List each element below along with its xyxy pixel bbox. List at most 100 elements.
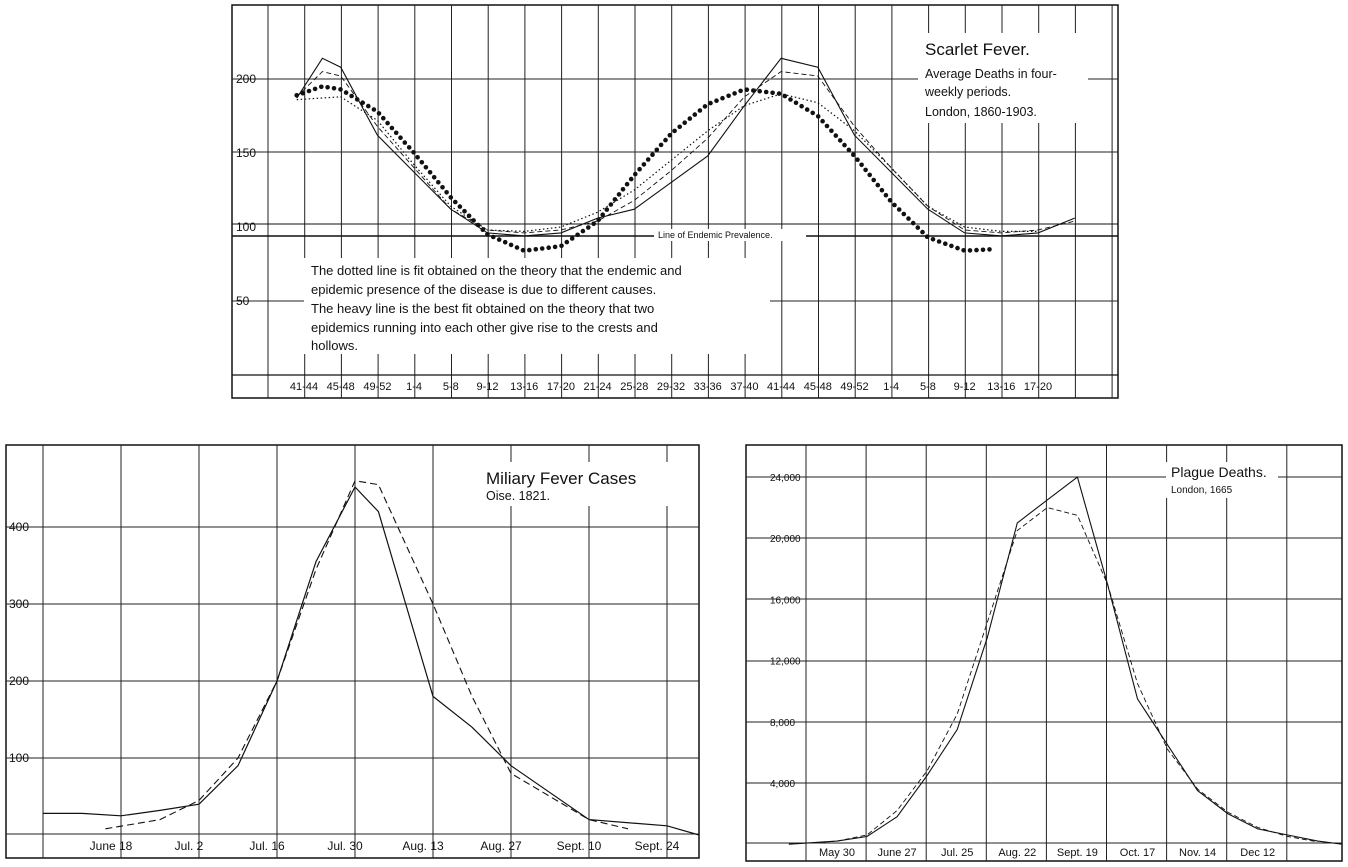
sf-heavy-dot xyxy=(829,128,834,134)
sf-heavy-dot xyxy=(645,157,651,162)
pd-y-tick-label: 12,000 xyxy=(770,657,801,668)
plague-deaths-series xyxy=(788,476,1343,845)
sf-heavy-dot xyxy=(620,187,626,192)
sf-heavy-dot xyxy=(949,243,954,249)
scarlet-fever-y-ticks: 200 150 100 50 xyxy=(236,72,256,308)
mf-x-tick-label: Sept. 10 xyxy=(557,839,602,853)
sf-heavy-dot xyxy=(580,228,586,234)
pd-x-tick-label: Jul. 25 xyxy=(941,847,973,859)
sf-heavy-dot xyxy=(444,190,449,195)
pd-y-tick-label: 20,000 xyxy=(770,534,801,545)
sf-note-line-3: The heavy line is the best fit obtained … xyxy=(311,301,654,316)
sf-heavy-dot xyxy=(763,89,769,95)
sf-heavy-dot xyxy=(654,147,660,153)
sf-heavy-dot xyxy=(980,247,986,253)
miliary-fever-series xyxy=(43,480,700,836)
sf-heavy-dot xyxy=(770,90,775,96)
scarlet-fever-frame xyxy=(231,4,1119,399)
pd-y-tick-label: 24,000 xyxy=(770,473,801,484)
mf-x-tick-label: Aug. 13 xyxy=(402,839,444,853)
sf-heavy-dot xyxy=(514,245,520,250)
sf-x-tick-label: 33-36 xyxy=(694,381,722,393)
sf-heavy-dot xyxy=(776,91,782,96)
sf-heavy-dot xyxy=(371,107,377,112)
sf-heavy-dot xyxy=(708,100,713,106)
sf-heavy-dot xyxy=(751,88,756,93)
sf-heavy-dot xyxy=(650,152,655,157)
sf-series-line xyxy=(296,57,1075,237)
sf-x-tick-label: 13-16 xyxy=(987,381,1015,393)
miliary-fever-frame xyxy=(5,444,700,859)
sf-heavy-dot xyxy=(906,216,911,221)
sf-heavy-dot xyxy=(338,87,343,92)
sf-heavy-dot xyxy=(633,171,638,177)
sf-heavy-dot xyxy=(714,98,719,103)
sf-heavy-dot xyxy=(901,211,907,217)
sf-heavy-dot xyxy=(453,199,458,205)
sf-heavy-dot xyxy=(667,132,673,138)
miliary-fever-subtitle: Oise. 1821. xyxy=(486,489,550,503)
sf-heavy-dot xyxy=(896,207,902,212)
sf-x-tick-label: 37-40 xyxy=(730,381,758,393)
sf-heavy-dot xyxy=(851,152,856,157)
sf-heavy-dot xyxy=(726,93,731,99)
mf-title-bg xyxy=(480,462,688,506)
sf-heavy-dot xyxy=(306,88,312,94)
scarlet-fever-subtitle-2: weekly periods. xyxy=(924,85,1011,99)
sf-heavy-dot xyxy=(663,137,668,143)
sf-heavy-dot xyxy=(846,147,852,153)
sf-heavy-dot xyxy=(389,125,395,131)
sf-heavy-dot xyxy=(360,100,366,105)
sf-heavy-dot xyxy=(376,111,382,116)
sf-heavy-dot xyxy=(910,220,916,226)
sf-title-bg xyxy=(918,33,1088,123)
sf-heavy-dot xyxy=(920,229,925,235)
mf-x-tick-label: Aug. 27 xyxy=(480,839,522,853)
sf-heavy-dot xyxy=(815,114,821,119)
sf-heavy-dot xyxy=(294,93,300,98)
sf-note-line-1: The dotted line is fit obtained on the t… xyxy=(311,263,682,278)
sf-heavy-dot xyxy=(546,245,551,250)
sf-x-tick-label: 9-12 xyxy=(476,381,498,393)
sf-heavy-dot xyxy=(366,103,371,109)
plague-deaths-y-ticks: 24,000 20,000 16,000 12,000 8,000 4,000 xyxy=(770,473,801,790)
sf-heavy-dot xyxy=(354,97,360,102)
sf-heavy-dot xyxy=(591,221,596,227)
sf-heavy-dot xyxy=(586,225,591,230)
sf-note-line-4: epidemics running into each other give r… xyxy=(311,320,658,335)
sf-heavy-dot xyxy=(930,237,936,242)
sf-x-tick-label: 17-20 xyxy=(547,381,575,393)
sf-x-tick-label: 5-8 xyxy=(920,381,936,393)
sf-heavy-dot xyxy=(855,157,860,162)
sf-heavy-dot xyxy=(440,185,445,190)
sf-heavy-dot xyxy=(757,88,762,94)
sf-heavy-dot xyxy=(943,241,948,246)
sf-x-tick-label: 49-52 xyxy=(363,381,391,393)
sf-heavy-dot xyxy=(466,213,472,219)
sf-heavy-dot xyxy=(810,110,815,116)
sf-heavy-dot xyxy=(616,192,622,197)
sf-heavy-dot xyxy=(887,198,893,203)
pd-y-tick-label: 8,000 xyxy=(770,718,795,729)
sf-heavy-dot xyxy=(402,140,408,145)
sf-heavy-dot xyxy=(892,202,897,208)
sf-x-tick-label: 1-4 xyxy=(883,381,899,393)
sf-heavy-dot xyxy=(867,172,872,178)
mf-x-tick-label: Jul. 16 xyxy=(249,839,285,853)
sf-heavy-dot xyxy=(987,247,992,252)
mf-series-line xyxy=(105,480,629,830)
sf-x-tick-label: 13-16 xyxy=(510,381,538,393)
pd-x-tick-label: Dec 12 xyxy=(1240,847,1275,859)
endemic-prevalence-label: Line of Endemic Prevalence. xyxy=(658,230,773,240)
plague-deaths-x-ticks: May 30 June 27 Jul. 25 Aug. 22 Sept. 19 Oct. … xyxy=(819,847,1275,859)
sf-heavy-dot xyxy=(974,247,979,253)
sf-heavy-dot xyxy=(496,237,502,242)
sf-heavy-dot xyxy=(697,108,703,113)
scarlet-fever-title: Scarlet Fever. xyxy=(925,40,1030,59)
sf-heavy-dot xyxy=(398,135,403,140)
sf-x-tick-label: 49-52 xyxy=(840,381,868,393)
scarlet-fever-series xyxy=(294,57,1075,253)
pd-series-line xyxy=(788,507,1318,845)
sf-heavy-dot xyxy=(502,239,508,245)
sf-heavy-dot xyxy=(837,138,843,143)
